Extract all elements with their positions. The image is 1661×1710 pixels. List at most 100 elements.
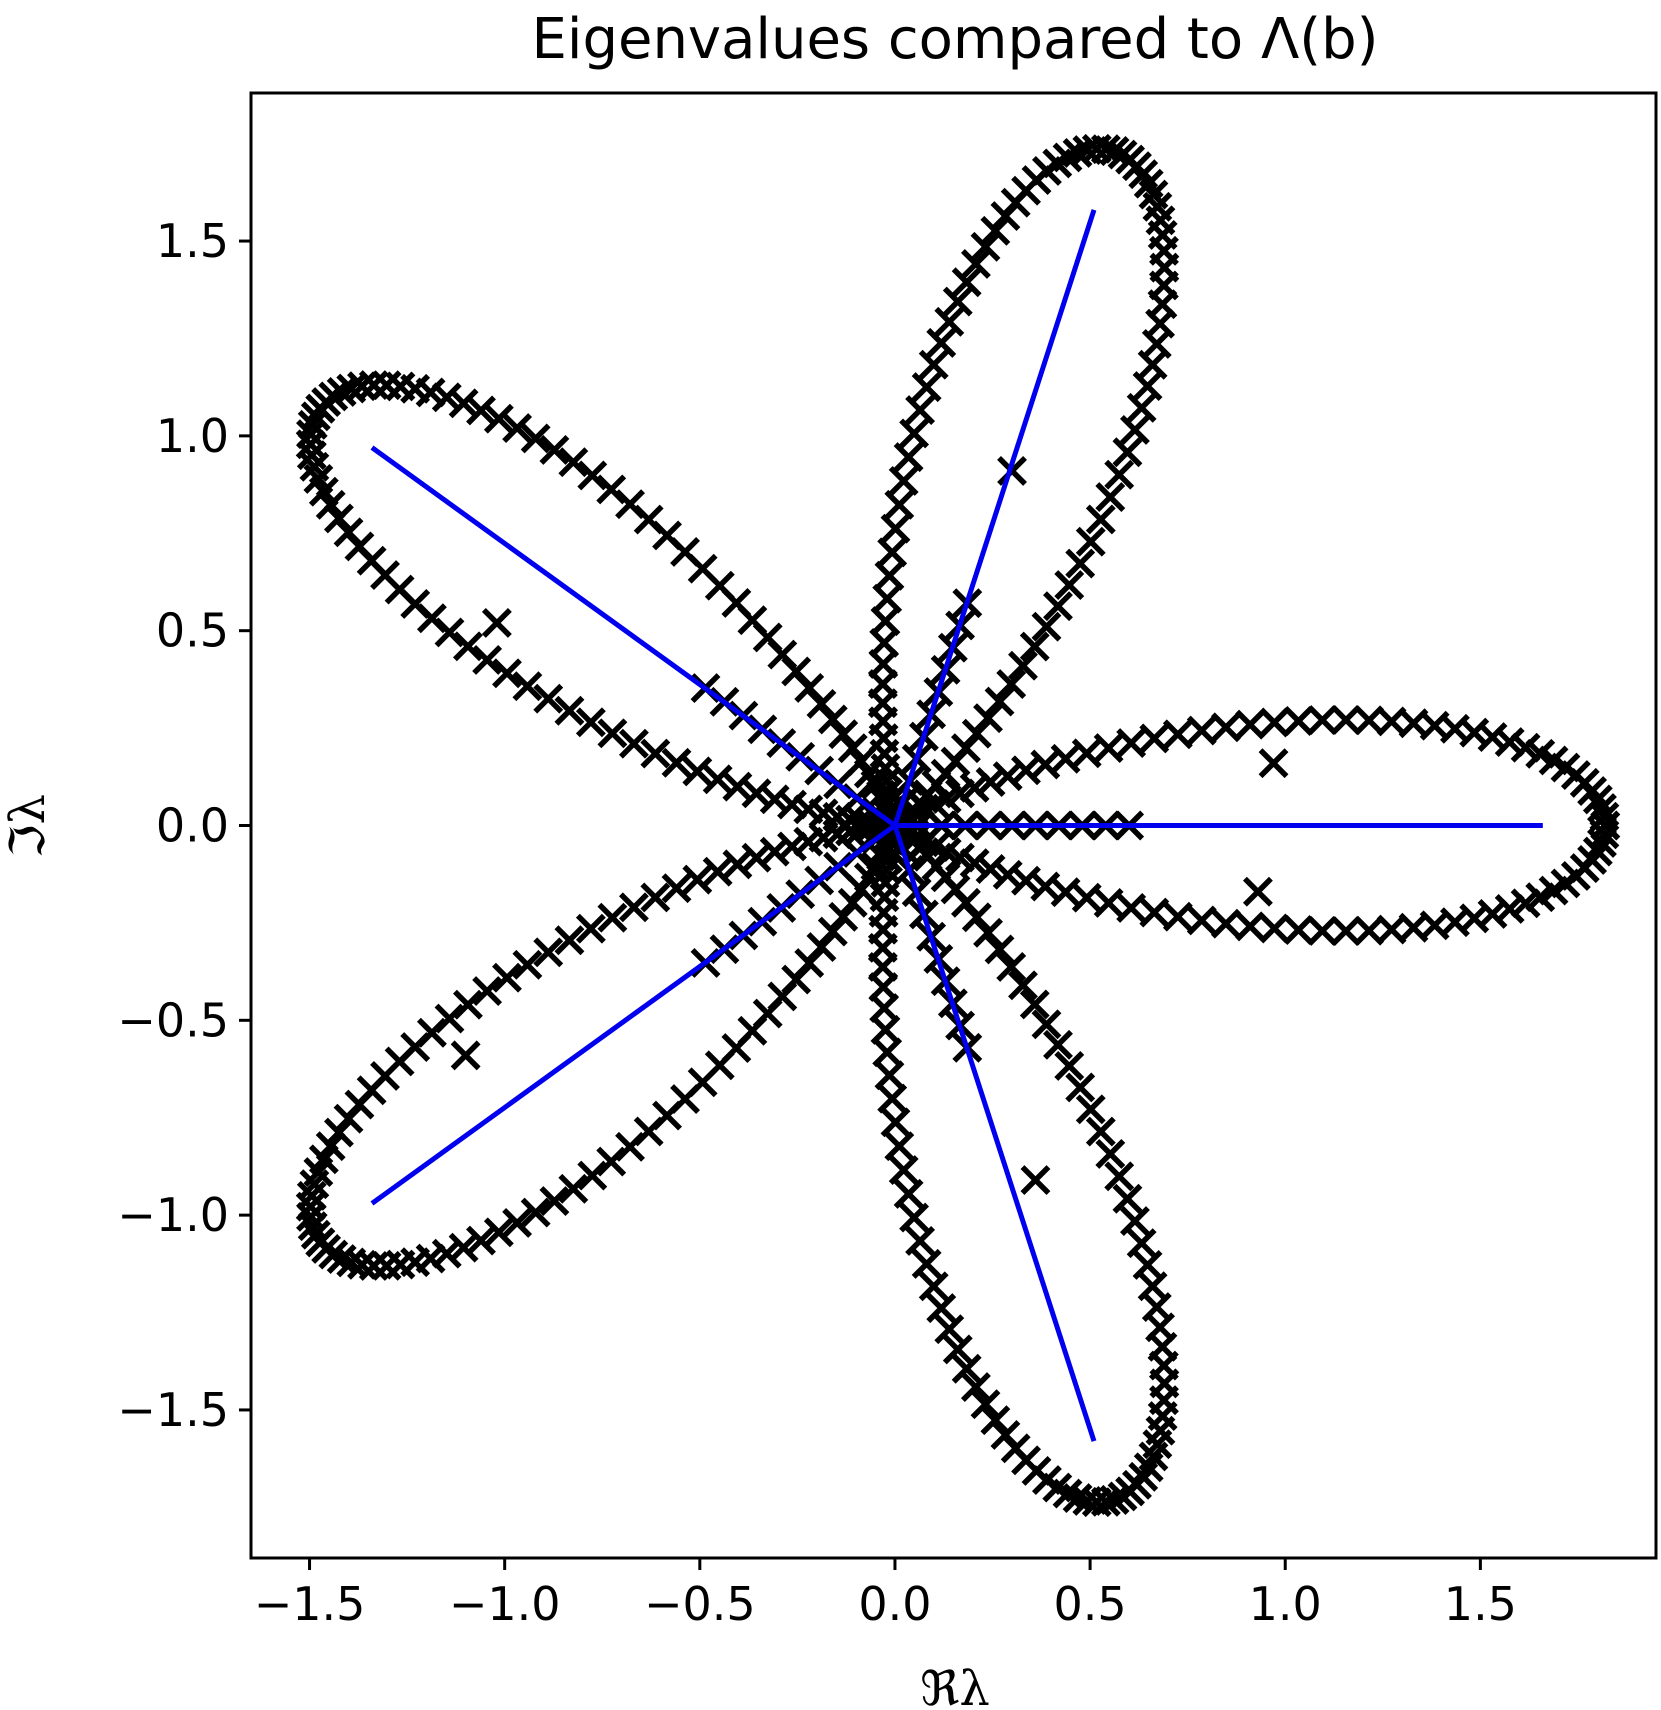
lambda-b-ray: [370, 445, 897, 828]
eigenvalue-marker: [615, 1131, 645, 1162]
eigenvalue-marker: [828, 901, 859, 932]
eigenvalue-marker: [512, 671, 543, 702]
eigenvalue-marker: [973, 917, 1003, 948]
eigenvalue-marker: [975, 767, 1006, 797]
eigenvalue-marker: [1210, 712, 1241, 743]
eigenvalue-marker: [1162, 901, 1193, 932]
y-tick-label: 1.0: [156, 409, 229, 463]
eigenvalue-marker: [296, 1201, 326, 1232]
eigenvalue-marker: [577, 460, 608, 491]
eigenvalue-marker: [837, 887, 868, 918]
eigenvalue-marker: [323, 1117, 354, 1148]
eigenvalue-marker: [1054, 1050, 1085, 1081]
eigenvalue-marker: [759, 836, 790, 867]
eigenvalue-marker: [911, 372, 942, 403]
eigenvalue-marker: [539, 1186, 570, 1217]
eigenvalue-marker: [597, 902, 628, 933]
eigenvalue-marker: [1031, 1009, 1062, 1040]
x-tick-label: 0.0: [858, 1577, 931, 1631]
eigenvalue-marker: [1031, 611, 1062, 642]
lambda-b-ray: [892, 209, 1097, 827]
eigenvalue-marker: [640, 738, 671, 769]
eigenvalue-marker: [1020, 1165, 1051, 1196]
eigenvalue-marker: [961, 902, 992, 933]
eigenvalue-marker: [1019, 989, 1050, 1020]
eigenvalue-marker: [1162, 719, 1193, 750]
eigenvalue-marker: [1259, 707, 1290, 738]
eigenvalue-marker: [934, 306, 965, 337]
eigenvalue-marker: [1095, 1138, 1126, 1169]
eigenvalue-marker: [1075, 526, 1106, 557]
eigenvalue-marker: [846, 746, 877, 777]
eigenvalue-marker: [960, 249, 991, 279]
eigenvalue-marker: [899, 1202, 930, 1233]
eigenvalue-marker: [448, 1232, 479, 1263]
eigenvalue-marker: [597, 718, 628, 749]
eigenvalue-marker: [347, 1249, 377, 1280]
eigenvalue-marker: [961, 718, 992, 749]
eigenvalue-marker: [984, 686, 1015, 717]
eigenvalue-marker: [877, 537, 908, 568]
eigenvalue-marker: [970, 1389, 1001, 1420]
eigenvalue-marker: [1494, 893, 1525, 924]
eigenvalue-marker: [682, 864, 713, 895]
eigenvalue-marker: [1104, 1161, 1135, 1192]
eigenvalue-marker: [1099, 1484, 1130, 1515]
eigenvalue-marker: [888, 1155, 919, 1185]
eigenvalue-marker: [575, 913, 606, 944]
eigenvalue-marker: [884, 489, 915, 520]
eigenvalue-marker: [918, 349, 949, 380]
eigenvalue-marker: [893, 1178, 924, 1209]
eigenvalue-marker: [880, 513, 911, 544]
eigenvalue-marker: [1050, 877, 1081, 908]
eigenvalue-marker: [959, 848, 990, 879]
eigenvalue-marker: [951, 267, 982, 298]
eigenvalue-marker: [618, 728, 649, 759]
eigenvalue-marker: [492, 658, 522, 689]
eigenvalue-marker: [984, 934, 1015, 965]
lambda-b-rays: [370, 209, 1543, 1442]
eigenvalue-marker: [1099, 136, 1130, 167]
eigenvalue-marker: [759, 784, 790, 815]
eigenvalue-marker: [347, 371, 377, 402]
y-axis: −1.5 −1.0 −0.5 0.0 0.5 1.0 1.5: [117, 214, 251, 1437]
eigenvalue-marker: [596, 1146, 627, 1177]
eigenvalue-marker: [492, 962, 522, 993]
eigenvalue-marker: [837, 733, 868, 764]
eigenvalue-marker: [741, 778, 772, 809]
eigenvalue-marker: [996, 669, 1027, 700]
plot-area: [295, 133, 1621, 1518]
eigenvalue-marker: [992, 761, 1023, 792]
eigenvalue-marker: [959, 772, 990, 803]
eigenvalue-marker: [877, 1083, 908, 1114]
eigenvalue-marker: [817, 704, 848, 735]
eigenvalue-marker: [975, 854, 1006, 884]
eigenvalue-marker: [661, 747, 692, 778]
eigenvalue-marker: [452, 631, 483, 662]
eigenvalue-marker: [980, 1405, 1011, 1436]
eigenvalue-marker: [1132, 371, 1163, 402]
eigenvalue-marker: [741, 842, 772, 873]
eigenvalue-marker: [596, 474, 627, 505]
eigenvalue-marker: [722, 771, 753, 802]
eigenvalue-marker: [1065, 548, 1096, 579]
eigenvalue-marker: [817, 916, 848, 947]
eigenvalue-marker: [777, 789, 807, 820]
eigenvalue-marker: [520, 423, 551, 454]
eigenvalue-marker: [1354, 915, 1384, 946]
eigenvalue-marker: [1210, 908, 1241, 939]
eigenvalue-marker: [1043, 591, 1073, 622]
eigenvalue-marker: [702, 856, 733, 887]
eigenvalue-marker: [520, 1197, 551, 1228]
lambda-b-ray: [892, 824, 1097, 1442]
eigenvalue-marker: [682, 756, 713, 787]
eigenvalue-marker: [558, 447, 589, 478]
eigenvalue-marker: [1054, 570, 1085, 601]
eigenvalue-marker: [323, 503, 354, 534]
eigenvalue-marker: [874, 560, 905, 591]
eigenvalue-marker: [1477, 899, 1508, 929]
eigenvalue-marker: [1090, 1486, 1121, 1517]
eigenvalue-marker: [1116, 728, 1147, 759]
x-tick-label: −1.0: [449, 1577, 561, 1631]
eigenvalue-marker: [911, 1248, 942, 1279]
